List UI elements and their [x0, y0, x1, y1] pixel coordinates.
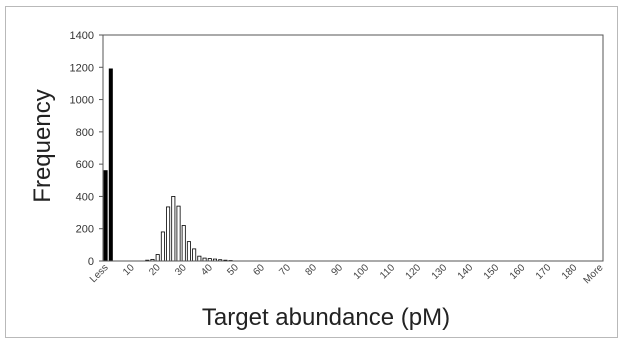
x-tick-label: 120: [404, 262, 424, 282]
plot-area-border: [102, 34, 604, 262]
x-tick-label: 150: [482, 262, 502, 282]
y-axis: 0 200 400 600 800 1000 1200 1400: [70, 30, 103, 268]
x-tick-label: 80: [303, 262, 319, 278]
x-tick-label: 50: [225, 262, 241, 278]
x-axis: Less 10 20 30 40 50 60 70 80 90 100 110 120 130 140 150…: [88, 262, 606, 286]
x-tick-label: 140: [456, 262, 476, 282]
bar-dark: [108, 68, 113, 262]
y-tick-label: 1200: [70, 62, 94, 74]
bar-light: [181, 225, 186, 262]
x-tick-label: 10: [121, 262, 137, 278]
x-axis-title: Target abundance (pM): [202, 304, 450, 331]
x-tick-label: 20: [147, 262, 163, 278]
x-tick-label: 170: [534, 262, 554, 282]
x-tick-label: 180: [560, 262, 580, 282]
y-tick-label: 0: [88, 256, 94, 268]
x-tick-label: 130: [430, 262, 450, 282]
x-tick-label: 90: [329, 262, 345, 278]
y-tick-label: 400: [76, 191, 94, 203]
y-tick-label: 800: [76, 127, 94, 139]
x-tick-label: 70: [277, 262, 293, 278]
bars: [103, 68, 233, 262]
bar-light: [171, 196, 176, 262]
bar-dark: [103, 170, 108, 262]
y-tick-label: 600: [76, 159, 94, 171]
x-tick-label: 30: [173, 262, 189, 278]
bar-light: [155, 254, 160, 262]
x-tick-label: 60: [251, 262, 267, 278]
x-tick-label: 110: [378, 262, 397, 281]
y-axis-title: Frequency: [29, 89, 56, 202]
bar-light: [176, 205, 181, 262]
x-tick-label: 160: [508, 262, 528, 282]
bar-light: [160, 231, 165, 262]
y-tick-label: 1000: [70, 95, 94, 107]
x-tick-label: 100: [352, 262, 372, 282]
bar-light: [192, 248, 197, 262]
x-tick-label: 40: [199, 262, 215, 278]
bar-light: [197, 255, 202, 262]
bar-light: [166, 206, 171, 262]
bar-light: [186, 241, 191, 262]
y-tick-label: 200: [76, 224, 94, 236]
x-tick-label: More: [582, 262, 606, 286]
y-tick-label: 1400: [70, 30, 94, 42]
